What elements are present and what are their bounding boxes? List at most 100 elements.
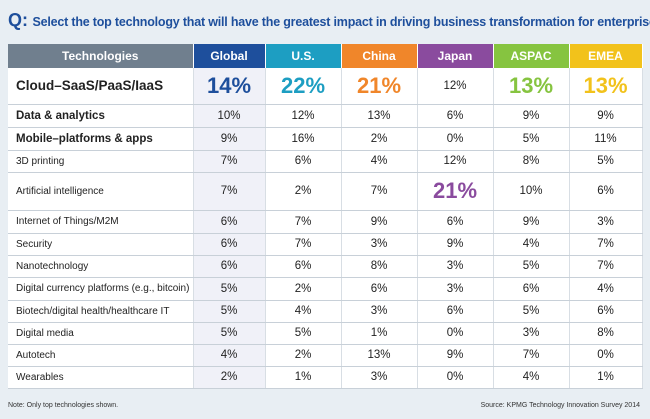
table-row: Digital media 5% 5% 1% 0% 3% 8% (8, 322, 643, 345)
value-cell: 0% (417, 127, 494, 151)
row-label: Biotech/digital health/healthcare IT (8, 300, 194, 323)
table-row: Biotech/digital health/healthcare IT 5% 4%… (8, 300, 643, 323)
row-label: Digital currency platforms (e.g., bitcoi… (8, 277, 194, 301)
value-cell: 2% (265, 344, 342, 367)
table-row: Nanotechnology 6% 6% 8% 3% 5% 7% (8, 255, 643, 278)
value-cell: 4% (193, 344, 266, 367)
value-cell: 7% (493, 344, 570, 367)
table-row: Artificial intelligence 7% 2% 7% 21% 10% 6% (8, 172, 643, 211)
value-cell: 9% (417, 233, 494, 256)
value-cell: 5% (493, 127, 570, 151)
value-cell: 4% (493, 366, 570, 389)
value-cell: 7% (193, 150, 266, 173)
table-row: Internet of Things/M2M 6% 7% 9% 6% 9% 3% (8, 210, 643, 234)
table-row: Digital currency platforms (e.g., bitcoi… (8, 277, 643, 301)
value-cell: 5% (193, 322, 266, 345)
column-header-global: Global (193, 44, 266, 68)
value-cell: 6% (417, 300, 494, 323)
row-label: Data & analytics (8, 104, 194, 128)
row-label: Nanotechnology (8, 255, 194, 278)
column-header-aspac: ASPAC (493, 44, 570, 68)
value-cell: 0% (569, 344, 643, 367)
value-cell: 6% (193, 233, 266, 256)
value-cell: 0% (417, 322, 494, 345)
value-cell: 8% (569, 322, 643, 345)
table-header-row: Technologies Global U.S. China Japan ASPAC EME… (8, 44, 643, 68)
table-row: 3D printing 7% 6% 4% 12% 8% 5% (8, 150, 643, 173)
value-cell: 2% (265, 277, 342, 301)
value-cell: 5% (493, 300, 570, 323)
row-label: Mobile–platforms & apps (8, 127, 194, 151)
table-row: Data & analytics 10% 12% 13% 6% 9% 9% (8, 104, 643, 128)
value-cell: 3% (341, 233, 418, 256)
value-cell: 7% (341, 172, 418, 211)
column-header-japan: Japan (417, 44, 494, 68)
value-cell: 7% (193, 172, 266, 211)
value-cell: 4% (493, 233, 570, 256)
value-cell: 22% (265, 68, 342, 105)
value-cell: 9% (493, 104, 570, 128)
value-cell: 11% (569, 127, 643, 151)
value-cell: 21% (417, 172, 494, 211)
table-row: Mobile–platforms & apps 9% 16% 2% 0% 5% 11% (8, 127, 643, 151)
value-cell: 9% (417, 344, 494, 367)
value-cell: 6% (417, 210, 494, 234)
table-row: Wearables 2% 1% 3% 0% 4% 1% (8, 366, 643, 389)
footnote: Note: Only top technologies shown. (8, 402, 119, 409)
value-cell: 7% (569, 255, 643, 278)
column-header-china: China (341, 44, 418, 68)
question-letter: Q: (8, 10, 28, 30)
value-cell: 6% (193, 210, 266, 234)
value-cell: 3% (493, 322, 570, 345)
value-cell: 2% (265, 172, 342, 211)
value-cell: 9% (193, 127, 266, 151)
value-cell: 4% (265, 300, 342, 323)
value-cell: 1% (569, 366, 643, 389)
value-cell: 5% (193, 277, 266, 301)
value-cell: 6% (265, 150, 342, 173)
value-cell: 5% (193, 300, 266, 323)
value-cell: 7% (265, 233, 342, 256)
value-cell: 3% (417, 277, 494, 301)
value-cell: 2% (193, 366, 266, 389)
value-cell: 6% (341, 277, 418, 301)
question: Q: Select the top technology that will h… (8, 7, 650, 33)
table-body: Cloud–SaaS/PaaS/IaaS 14% 22% 21% 12% 13% 13% Da… (8, 68, 643, 389)
value-cell: 10% (193, 104, 266, 128)
value-cell: 8% (493, 150, 570, 173)
value-cell: 6% (417, 104, 494, 128)
value-cell: 14% (193, 68, 266, 105)
value-cell: 10% (493, 172, 570, 211)
survey-table: Technologies Global U.S. China Japan ASPAC EME… (8, 44, 643, 389)
value-cell: 5% (265, 322, 342, 345)
value-cell: 8% (341, 255, 418, 278)
value-cell: 0% (417, 366, 494, 389)
column-header-technologies: Technologies (8, 44, 194, 68)
value-cell: 6% (569, 300, 643, 323)
question-text: Select the top technology that will have… (32, 15, 650, 29)
value-cell: 6% (193, 255, 266, 278)
value-cell: 7% (265, 210, 342, 234)
row-label: Autotech (8, 344, 194, 367)
value-cell: 13% (493, 68, 570, 105)
row-label: Digital media (8, 322, 194, 345)
value-cell: 9% (493, 210, 570, 234)
row-label: Security (8, 233, 194, 256)
column-header-u-s: U.S. (265, 44, 342, 68)
value-cell: 9% (341, 210, 418, 234)
value-cell: 12% (417, 150, 494, 173)
table-row: Autotech 4% 2% 13% 9% 7% 0% (8, 344, 643, 367)
row-label: Cloud–SaaS/PaaS/IaaS (8, 68, 194, 105)
value-cell: 3% (569, 210, 643, 234)
value-cell: 4% (341, 150, 418, 173)
column-header-emea: EMEA (569, 44, 643, 68)
row-label: Artificial intelligence (8, 172, 194, 211)
value-cell: 1% (341, 322, 418, 345)
source-note: Source: KPMG Technology Innovation Surve… (480, 402, 640, 409)
value-cell: 3% (417, 255, 494, 278)
value-cell: 13% (341, 344, 418, 367)
row-label: Wearables (8, 366, 194, 389)
row-label: 3D printing (8, 150, 194, 173)
value-cell: 13% (341, 104, 418, 128)
value-cell: 6% (493, 277, 570, 301)
